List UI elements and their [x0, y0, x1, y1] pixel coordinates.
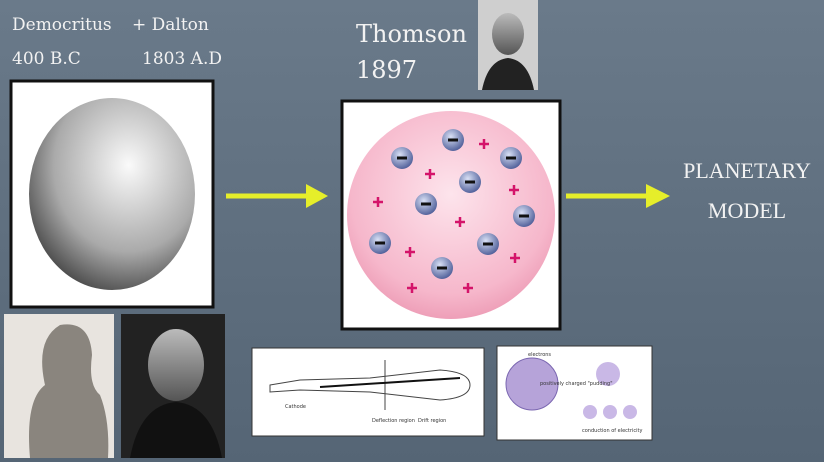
positive-charge: [455, 217, 465, 227]
electron-minus: [483, 242, 493, 246]
beam: [319, 377, 461, 388]
dalton-name: + Dalton: [132, 15, 209, 35]
pudding-label: conduction of electricity: [582, 428, 642, 434]
electron-minus: [519, 214, 529, 218]
tube: [269, 369, 471, 401]
electron-minus: [465, 180, 475, 184]
pudding-label: positively charged "pudding": [540, 381, 613, 387]
thomson-date: 1897: [356, 56, 417, 84]
thomson-coat: [482, 58, 534, 90]
positive-charge: [405, 247, 415, 257]
positive-charge: [425, 169, 435, 179]
planetary-line-1: PLANETARY: [683, 158, 811, 183]
electron-minus: [375, 241, 385, 245]
small-ion: [603, 405, 617, 419]
thomson-name: Thomson: [356, 20, 467, 48]
bust: [29, 324, 109, 458]
democritus-name: Democritus: [12, 15, 112, 35]
positive-charge: [479, 139, 489, 149]
tube-label: Deflection region: [372, 418, 415, 424]
dalton-date: 1803 A.D: [142, 49, 222, 69]
small-ion: [583, 405, 597, 419]
electron-minus: [437, 266, 447, 270]
positive-charge: [373, 197, 383, 207]
arrow-2-head: [646, 184, 670, 208]
pudding-label: electrons: [528, 352, 551, 358]
positive-charge: [463, 283, 473, 293]
planetary-line-2: MODEL: [708, 198, 786, 223]
dalton-coat: [130, 402, 222, 458]
small-atom: [505, 357, 559, 411]
thomson-face: [492, 13, 524, 55]
positive-charge: [509, 185, 519, 195]
dalton-face: [148, 329, 204, 401]
positive-charge: [510, 253, 520, 263]
tube-label: Drift region: [418, 418, 446, 424]
solid-sphere: [29, 98, 195, 290]
arrow-1-head: [306, 184, 328, 208]
electron-minus: [397, 156, 407, 160]
small-ion: [596, 362, 620, 386]
small-ion: [623, 405, 637, 419]
electron-minus: [421, 202, 431, 206]
electron-minus: [448, 138, 458, 142]
democritus-date: 400 B.C: [12, 49, 81, 69]
positive-charge: [407, 283, 417, 293]
electron-minus: [506, 156, 516, 160]
tube-label: Cathode: [285, 404, 306, 410]
